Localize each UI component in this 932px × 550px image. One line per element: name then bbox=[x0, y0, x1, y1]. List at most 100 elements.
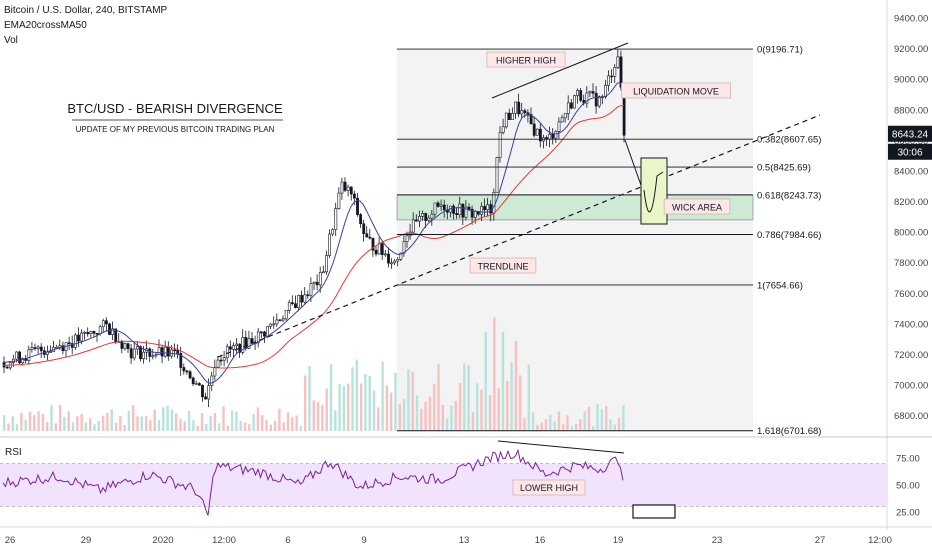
volume-bar bbox=[205, 424, 208, 431]
volume-bar bbox=[377, 407, 380, 431]
candle-up bbox=[222, 357, 226, 361]
candle-up bbox=[377, 243, 381, 255]
fib-level-label: 0.5(8425.69) bbox=[757, 163, 811, 174]
candle-down bbox=[173, 349, 177, 352]
volume-bar bbox=[153, 409, 156, 431]
volume-bar bbox=[209, 415, 212, 431]
candle-up bbox=[613, 67, 617, 77]
annotation-trendline: TRENDLINE bbox=[477, 262, 528, 272]
time-tick-label: 12:00 bbox=[868, 535, 892, 546]
time-tick-label: 27 bbox=[815, 535, 826, 546]
candle-up bbox=[597, 96, 601, 107]
candle-down bbox=[176, 349, 180, 354]
candle-down bbox=[126, 343, 130, 349]
volume-bar bbox=[213, 413, 217, 431]
candle-up bbox=[142, 351, 146, 360]
time-tick-label: 9 bbox=[361, 535, 366, 546]
price-tick-label: 6800.00 bbox=[894, 411, 928, 422]
candle-down bbox=[424, 213, 428, 221]
candle-up bbox=[272, 323, 276, 326]
candle-down bbox=[204, 396, 208, 400]
volume-bar bbox=[445, 418, 449, 431]
candle-down bbox=[343, 181, 347, 191]
volume-bar bbox=[248, 424, 251, 431]
volume-bar bbox=[149, 420, 152, 431]
candle-down bbox=[414, 219, 418, 222]
candle-up bbox=[492, 192, 496, 214]
volume-bar bbox=[67, 411, 70, 431]
time-tick-label: 29 bbox=[81, 535, 92, 546]
candle-up bbox=[275, 319, 279, 325]
candle-down bbox=[356, 197, 359, 215]
volume-bar bbox=[519, 375, 522, 431]
candle-up bbox=[151, 355, 155, 358]
volume-bar bbox=[609, 419, 612, 431]
volume-bar bbox=[570, 425, 573, 431]
indicator-vol-label[interactable]: Vol bbox=[4, 35, 18, 46]
candle-up bbox=[27, 349, 31, 361]
candle-down bbox=[359, 214, 363, 225]
volume-bar bbox=[510, 362, 513, 431]
volume-bar bbox=[286, 412, 290, 431]
candle-up bbox=[501, 126, 505, 133]
candle-up bbox=[284, 310, 288, 320]
candle-up bbox=[514, 101, 518, 114]
candle-down bbox=[526, 112, 530, 115]
annotation-higher-high: HIGHER HIGH bbox=[496, 56, 556, 66]
annotation-liquidation-move-box bbox=[621, 82, 731, 99]
annotation-higher-high-box bbox=[486, 51, 566, 68]
candle-up bbox=[46, 351, 49, 355]
candle-up bbox=[393, 260, 397, 264]
candle-down bbox=[278, 319, 282, 322]
candle-up bbox=[287, 302, 291, 311]
volume-bar bbox=[484, 331, 487, 431]
candle-down bbox=[95, 332, 99, 335]
candle-down bbox=[315, 281, 319, 286]
candle-up bbox=[194, 383, 198, 385]
candle-down bbox=[86, 332, 90, 335]
volume-bar bbox=[37, 411, 40, 431]
candle-up bbox=[411, 219, 415, 233]
volume-bar bbox=[119, 416, 122, 431]
volume-bar bbox=[600, 409, 604, 431]
time-tick-label: 23 bbox=[712, 535, 723, 546]
candle-down bbox=[191, 377, 195, 385]
indicator-ema-label[interactable]: EMA20crossMA50 bbox=[4, 20, 87, 31]
candle-up bbox=[132, 348, 136, 359]
price-tick-label: 9000.00 bbox=[894, 75, 928, 86]
annotation-lower-high-box bbox=[512, 479, 586, 496]
candle-up bbox=[473, 211, 477, 218]
volume-bar bbox=[80, 413, 83, 431]
higher-high-line bbox=[491, 42, 629, 99]
candle-up bbox=[281, 318, 285, 321]
candle-up bbox=[207, 385, 211, 400]
volume-bar bbox=[501, 331, 505, 431]
candle-down bbox=[532, 123, 536, 136]
candle-up bbox=[560, 117, 564, 123]
candle-up bbox=[334, 208, 338, 230]
candle-up bbox=[337, 192, 341, 209]
volume-bar bbox=[46, 422, 49, 431]
volume-bar bbox=[11, 416, 14, 431]
candle-down bbox=[108, 323, 111, 335]
volume-bar bbox=[50, 405, 53, 431]
price-tick-label: 7600.00 bbox=[894, 289, 928, 300]
volume-bar bbox=[497, 388, 500, 431]
price-tick-label: 9400.00 bbox=[894, 14, 928, 25]
volume-bar bbox=[106, 412, 109, 431]
candle-down bbox=[362, 223, 366, 234]
volume-bar bbox=[136, 416, 139, 431]
volume-bar bbox=[123, 424, 126, 431]
rsi-target-box bbox=[632, 504, 676, 519]
candle-up bbox=[439, 204, 443, 207]
volume-bar bbox=[312, 400, 315, 431]
volume-bar bbox=[295, 415, 298, 431]
volume-bar bbox=[239, 420, 242, 431]
candle-up bbox=[303, 294, 307, 303]
symbol-title: Bitcoin / U.S. Dollar, 240, BITSTAMP bbox=[4, 5, 168, 16]
volume-bar bbox=[7, 423, 10, 431]
fib-level-label: 0.786(7984.66) bbox=[757, 230, 821, 241]
candle-down bbox=[436, 202, 440, 207]
ema-fast-line bbox=[2, 82, 625, 384]
